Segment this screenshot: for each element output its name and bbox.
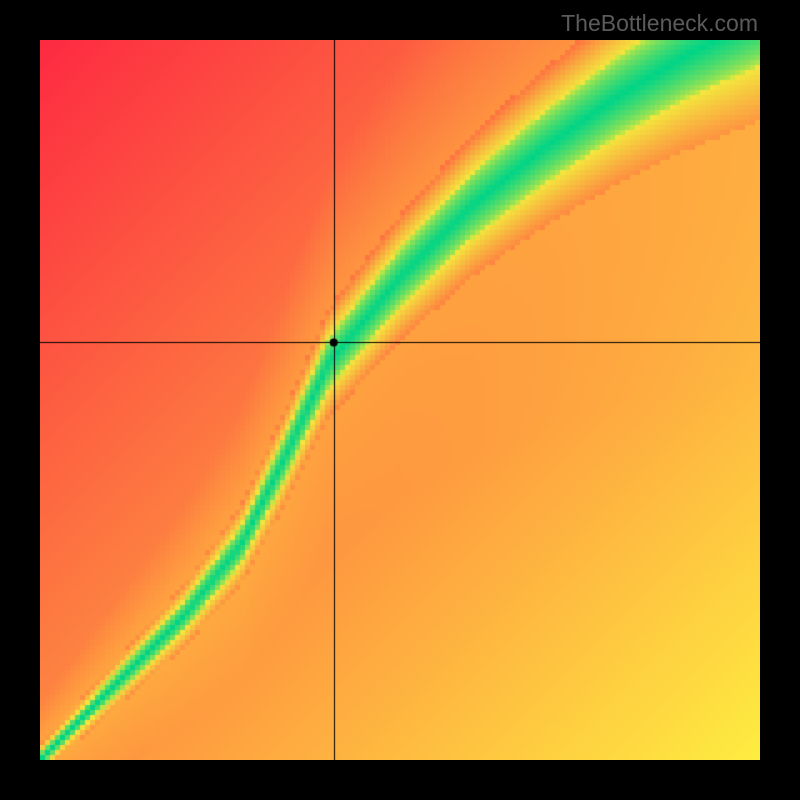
- bottleneck-heatmap: [40, 40, 760, 760]
- chart-container: TheBottleneck.com: [0, 0, 800, 800]
- watermark-text: TheBottleneck.com: [561, 10, 758, 37]
